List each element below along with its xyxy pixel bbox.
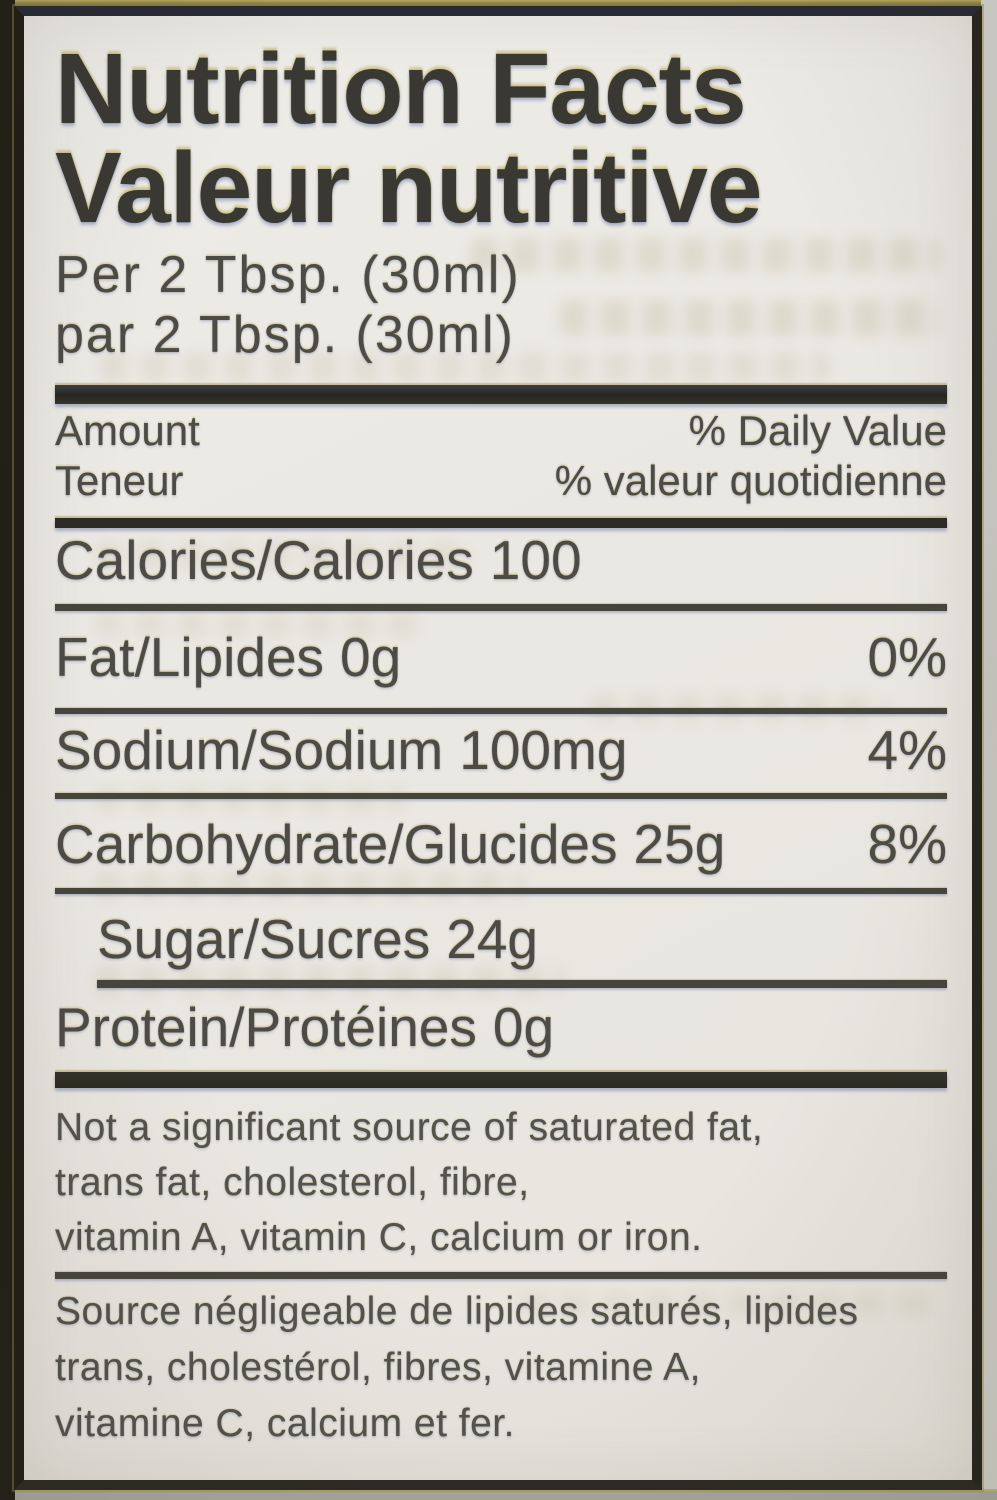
fat-label: Fat/Lipides bbox=[55, 626, 325, 688]
divider-thin bbox=[55, 708, 947, 714]
footnote-fr-line-1: Source négligeable de lipides saturés, l… bbox=[55, 1290, 859, 1333]
divider-thin bbox=[55, 793, 947, 799]
bleed-through-artifact bbox=[95, 872, 525, 900]
divider-thick-top bbox=[55, 385, 947, 404]
nutrient-row-sodium: Sodium/Sodium 100mg 4% bbox=[55, 723, 947, 778]
footnote-en-line-3: vitamin A, vitamin C, calcium or iron. bbox=[55, 1216, 703, 1259]
nutrient-protein: Protein/Protéines 0g bbox=[55, 1000, 554, 1055]
serving-size-fr: par 2 Tbsp. (30ml) bbox=[55, 306, 515, 364]
footnote-en-line-1: Not a significant source of saturated fa… bbox=[55, 1106, 764, 1149]
nutrient-row-carbohydrate: Carbohydrate/Glucides 25g 8% bbox=[55, 817, 947, 872]
nutrient-carbohydrate: Carbohydrate/Glucides 25g bbox=[55, 817, 725, 872]
footnote-fr-line-2: trans, cholestérol, fibres, vitamine A, bbox=[55, 1346, 701, 1389]
photo-edge-right bbox=[981, 0, 997, 1500]
panel-title: Nutrition Facts Valeur nutritive bbox=[55, 33, 762, 244]
nutrient-row-sugar: Sugar/Sucres 24g bbox=[55, 912, 947, 967]
photo-edge-left bbox=[0, 0, 15, 1500]
serving-size: Per 2 Tbsp. (30ml) par 2 Tbsp. (30ml) bbox=[55, 245, 521, 365]
sodium-label: Sodium/Sodium bbox=[55, 719, 444, 781]
divider-thin bbox=[55, 1272, 947, 1279]
bleed-through-artifact bbox=[95, 540, 475, 570]
carbohydrate-amount: 25g bbox=[633, 813, 726, 875]
carbohydrate-label: Carbohydrate/Glucides bbox=[55, 813, 618, 875]
panel-title-fr: Valeur nutritive bbox=[55, 132, 762, 244]
footnote-english: Not a significant source of saturated fa… bbox=[55, 1100, 955, 1265]
photo-edge-top bbox=[0, 0, 997, 6]
sodium-daily-value: 4% bbox=[867, 719, 948, 781]
sugar-amount: 24g bbox=[446, 908, 538, 970]
nutrient-fat: Fat/Lipides 0g bbox=[55, 630, 401, 685]
bleed-through-artifact bbox=[520, 1292, 940, 1316]
divider-thin bbox=[55, 888, 947, 894]
bleed-through-artifact bbox=[470, 238, 940, 272]
nutrient-sodium: Sodium/Sodium 100mg bbox=[55, 723, 627, 778]
fat-amount: 0g bbox=[340, 626, 402, 688]
amount-header: Amount Teneur bbox=[55, 406, 200, 506]
fat-daily-value: 0% bbox=[867, 626, 948, 688]
divider-thin-indented bbox=[97, 980, 947, 988]
daily-value-header: % Daily Value % valeur quotidienne bbox=[555, 406, 947, 506]
calories-label: Calories/Calories bbox=[55, 529, 474, 591]
divider-thin bbox=[55, 604, 947, 611]
photo-edge-bottom bbox=[0, 1489, 997, 1500]
nutrient-row-protein: Protein/Protéines 0g bbox=[55, 1000, 947, 1055]
bleed-through-artifact bbox=[100, 352, 830, 382]
amount-label-en: Amount bbox=[55, 407, 200, 454]
bleed-through-artifact bbox=[560, 300, 940, 336]
bleed-through-artifact bbox=[95, 786, 405, 812]
amount-label-fr: Teneur bbox=[55, 457, 184, 504]
serving-size-en: Per 2 Tbsp. (30ml) bbox=[55, 246, 521, 304]
nutrient-sugar: Sugar/Sucres 24g bbox=[97, 912, 538, 967]
footnote-french: Source négligeable de lipides saturés, l… bbox=[55, 1284, 955, 1452]
footnote-fr-line-3: vitamine C, calcium et fer. bbox=[55, 1402, 515, 1445]
divider-medium bbox=[55, 518, 947, 528]
panel-title-en: Nutrition Facts bbox=[55, 33, 747, 145]
nutrition-facts-panel: Nutrition Facts Valeur nutritive Per 2 T… bbox=[14, 6, 982, 1490]
bleed-through-artifact bbox=[95, 612, 425, 638]
calories-value: 100 bbox=[489, 529, 582, 591]
divider-thick-bottom bbox=[55, 1072, 947, 1088]
protein-amount: 0g bbox=[492, 996, 555, 1058]
daily-value-label-fr: % valeur quotidienne bbox=[554, 457, 947, 504]
sugar-label: Sugar/Sucres bbox=[97, 908, 431, 970]
footnote-en-line-2: trans fat, cholesterol, fibre, bbox=[55, 1161, 530, 1204]
nutrient-row-fat: Fat/Lipides 0g 0% bbox=[55, 630, 947, 685]
daily-value-label-en: % Daily Value bbox=[688, 407, 947, 454]
protein-label: Protein/Protéines bbox=[55, 996, 477, 1058]
carbohydrate-daily-value: 8% bbox=[867, 813, 948, 875]
calories-row: Calories/Calories 100 bbox=[55, 533, 947, 588]
sodium-amount: 100mg bbox=[459, 719, 628, 781]
amount-daily-value-header: Amount Teneur % Daily Value % valeur quo… bbox=[55, 406, 947, 506]
